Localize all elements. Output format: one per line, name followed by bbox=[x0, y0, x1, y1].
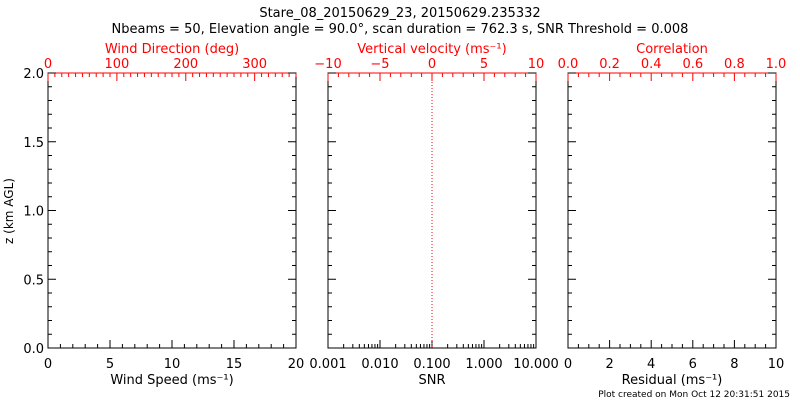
top-tick-label: 300 bbox=[242, 57, 267, 72]
top-tick-label: 100 bbox=[104, 57, 129, 72]
y-tick-label: 0.0 bbox=[23, 342, 44, 357]
x-tick-label: 10 bbox=[164, 357, 181, 372]
x-tick-label: 4 bbox=[647, 357, 655, 372]
top-tick-label: 0.4 bbox=[641, 57, 662, 72]
x-tick-label: 6 bbox=[689, 357, 697, 372]
x-axis-label-1: Wind Speed (ms⁻¹) bbox=[110, 373, 233, 388]
chart-subtitle: Nbeams = 50, Elevation angle = 90.0°, sc… bbox=[112, 22, 689, 37]
top-tick-label: 0.6 bbox=[682, 57, 703, 72]
top-tick-label: −5 bbox=[370, 57, 389, 72]
x-tick-label: 5 bbox=[106, 357, 114, 372]
top-tick-label: 200 bbox=[173, 57, 198, 72]
panel-frame-3 bbox=[567, 72, 777, 349]
top-tick-label: 0.8 bbox=[724, 57, 745, 72]
chart-title: Stare_08_20150629_23, 20150629.235332 bbox=[259, 6, 540, 21]
y-tick-label: 2.0 bbox=[23, 67, 44, 82]
x-tick-label: 0.100 bbox=[413, 357, 450, 372]
top-axis-label-1: Wind Direction (deg) bbox=[105, 42, 239, 57]
x-tick-label: 10.000 bbox=[513, 357, 559, 372]
x-tick-label: 0 bbox=[564, 357, 572, 372]
x-tick-label: 0 bbox=[44, 357, 52, 372]
top-axis-label-3: Correlation bbox=[636, 42, 708, 57]
top-tick-label: 1.0 bbox=[766, 57, 787, 72]
plot-footer: Plot created on Mon Oct 12 20:31:51 2015 bbox=[598, 390, 790, 400]
top-tick-label: 10 bbox=[528, 57, 545, 72]
x-axis-label-2: SNR bbox=[418, 373, 445, 388]
top-tick-label: −10 bbox=[314, 57, 341, 72]
panel-frame-1 bbox=[47, 72, 297, 349]
top-tick-label: 0.0 bbox=[558, 57, 579, 72]
x-tick-label: 8 bbox=[730, 357, 738, 372]
x-tick-label: 0.001 bbox=[309, 357, 346, 372]
y-tick-label: 0.5 bbox=[23, 273, 44, 288]
x-tick-label: 0.010 bbox=[361, 357, 398, 372]
top-tick-label: 0 bbox=[428, 57, 436, 72]
y-tick-label: 1.0 bbox=[23, 205, 44, 220]
x-tick-label: 1.000 bbox=[465, 357, 502, 372]
panel-frame-2 bbox=[327, 72, 537, 349]
x-tick-label: 10 bbox=[768, 357, 785, 372]
x-tick-label: 15 bbox=[226, 357, 243, 372]
x-axis-label-3: Residual (ms⁻¹) bbox=[622, 373, 723, 388]
x-tick-label: 2 bbox=[605, 357, 613, 372]
top-tick-label: 0.2 bbox=[599, 57, 620, 72]
y-tick-label: 1.5 bbox=[23, 136, 44, 151]
x-tick-label: 20 bbox=[288, 357, 305, 372]
y-axis-label: z (km AGL) bbox=[2, 178, 16, 244]
top-tick-label: 0 bbox=[44, 57, 52, 72]
top-axis-label-2: Vertical velocity (ms⁻¹) bbox=[357, 42, 506, 57]
top-tick-label: 5 bbox=[480, 57, 488, 72]
